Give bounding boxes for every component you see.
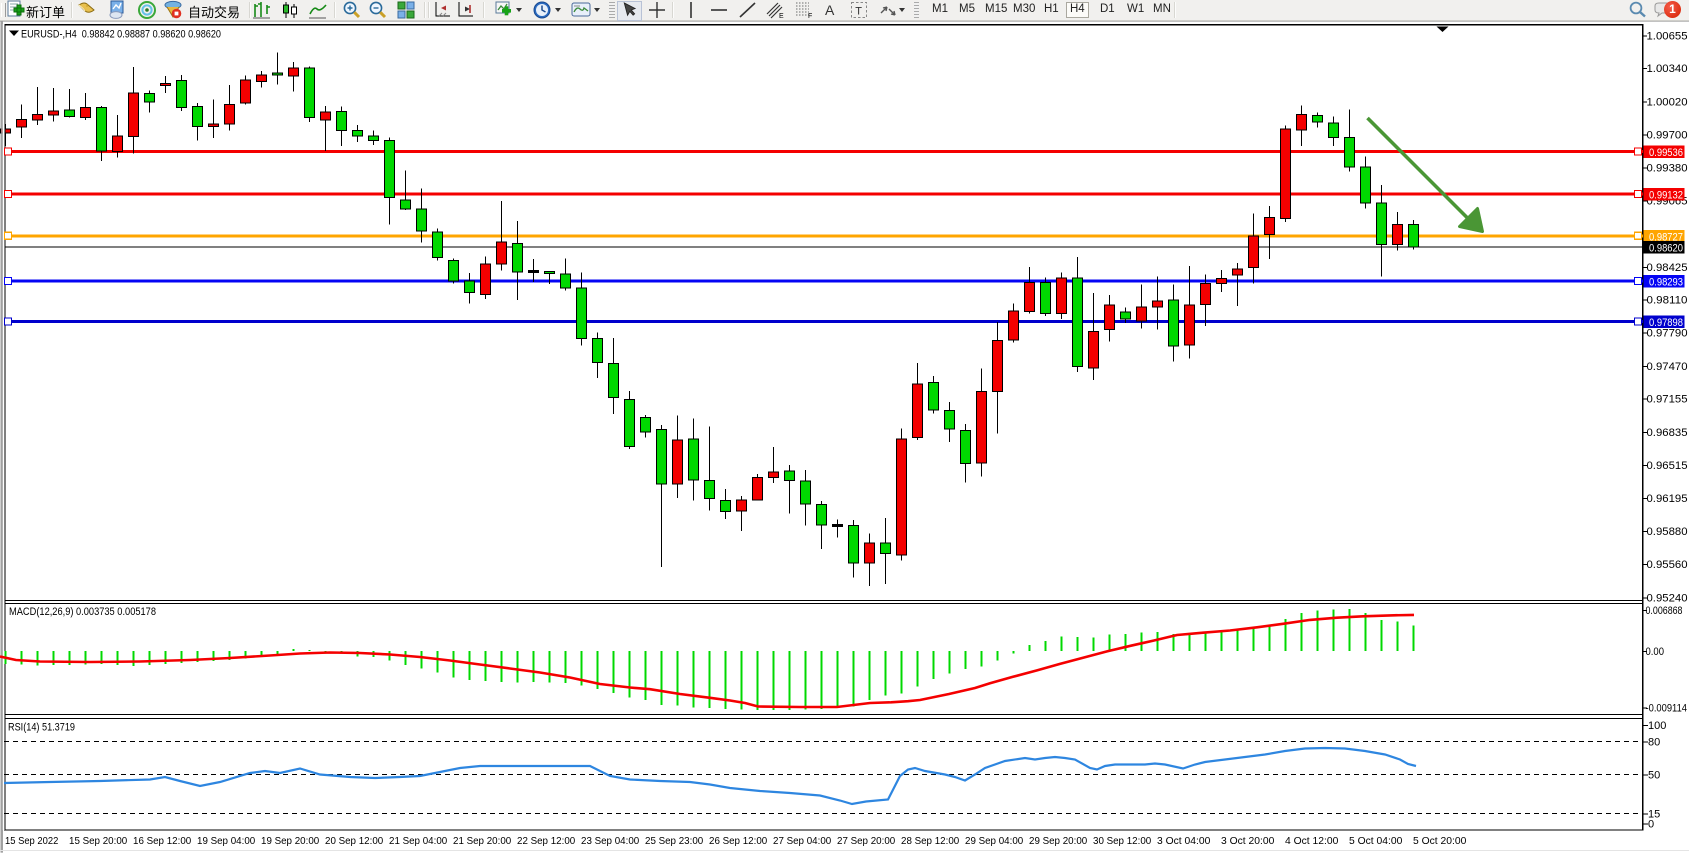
svg-text:16 Sep 12:00: 16 Sep 12:00 (133, 836, 191, 847)
svg-text:15: 15 (1648, 809, 1660, 821)
svg-text:RSI(14) 51.3719: RSI(14) 51.3719 (8, 722, 75, 734)
svg-text:5 Oct 20:00: 5 Oct 20:00 (1413, 836, 1467, 847)
svg-text:100: 100 (1648, 720, 1666, 732)
svg-text:1.00340: 1.00340 (1647, 63, 1688, 75)
svg-text:0.97790: 0.97790 (1647, 328, 1688, 340)
svg-text:MACD(12,26,9) 0.003735 0.00517: MACD(12,26,9) 0.003735 0.005178 (9, 606, 156, 618)
svg-text:80: 80 (1648, 737, 1660, 749)
svg-text:0: 0 (1648, 819, 1654, 831)
svg-text:25 Sep 23:00: 25 Sep 23:00 (645, 836, 703, 847)
svg-text:T: T (855, 6, 862, 18)
svg-text:5 Oct 04:00: 5 Oct 04:00 (1349, 836, 1403, 847)
svg-text:0.97898: 0.97898 (1649, 317, 1683, 329)
svg-text:0.00: 0.00 (1646, 646, 1665, 658)
svg-text:1.00020: 1.00020 (1647, 96, 1688, 108)
svg-text:19 Sep 20:00: 19 Sep 20:00 (261, 836, 319, 847)
svg-text:EURUSD-,H4 0.98842 0.98887 0.: EURUSD-,H4 0.98842 0.98887 0.98620 0.986… (21, 29, 221, 41)
svg-text:0.006868: 0.006868 (1646, 605, 1683, 617)
svg-text:22 Sep 12:00: 22 Sep 12:00 (517, 836, 575, 847)
svg-text:0.99380: 0.99380 (1647, 163, 1688, 175)
svg-text:0.99536: 0.99536 (1649, 147, 1683, 159)
svg-text:0.96515: 0.96515 (1647, 460, 1688, 472)
svg-text:1.00655: 1.00655 (1647, 30, 1688, 42)
svg-text:0.95240: 0.95240 (1647, 592, 1688, 604)
svg-text:26 Sep 12:00: 26 Sep 12:00 (709, 836, 767, 847)
svg-text:-0.009114: -0.009114 (1646, 703, 1688, 715)
svg-text:15 Sep 2022: 15 Sep 2022 (5, 836, 59, 847)
svg-text:0.98620: 0.98620 (1649, 243, 1683, 255)
svg-text:3 Oct 20:00: 3 Oct 20:00 (1221, 836, 1275, 847)
svg-text:E: E (779, 13, 784, 20)
svg-text:0.97470: 0.97470 (1647, 361, 1688, 373)
svg-text:21 Sep 04:00: 21 Sep 04:00 (389, 836, 447, 847)
svg-text:27 Sep 04:00: 27 Sep 04:00 (773, 836, 831, 847)
svg-text:0.97155: 0.97155 (1647, 394, 1688, 406)
svg-text:4 Oct 12:00: 4 Oct 12:00 (1285, 836, 1339, 847)
svg-text:15 Sep 20:00: 15 Sep 20:00 (69, 836, 127, 847)
svg-text:21 Sep 20:00: 21 Sep 20:00 (453, 836, 511, 847)
svg-text:29 Sep 04:00: 29 Sep 04:00 (965, 836, 1023, 847)
svg-text:0.98727: 0.98727 (1649, 231, 1683, 243)
svg-text:29 Sep 20:00: 29 Sep 20:00 (1029, 836, 1087, 847)
svg-text:20 Sep 12:00: 20 Sep 12:00 (325, 836, 383, 847)
svg-text:0.95880: 0.95880 (1647, 526, 1688, 538)
svg-text:19 Sep 04:00: 19 Sep 04:00 (197, 836, 255, 847)
svg-text:0.99132: 0.99132 (1649, 190, 1683, 202)
svg-text:0.96195: 0.96195 (1647, 493, 1688, 505)
svg-text:30 Sep 12:00: 30 Sep 12:00 (1093, 836, 1151, 847)
svg-text:0.99700: 0.99700 (1647, 130, 1688, 142)
svg-text:0.96835: 0.96835 (1647, 427, 1688, 439)
svg-text:0.98110: 0.98110 (1647, 295, 1688, 307)
svg-text:23 Sep 04:00: 23 Sep 04:00 (581, 836, 639, 847)
svg-text:3 Oct 04:00: 3 Oct 04:00 (1157, 836, 1211, 847)
svg-text:0.95560: 0.95560 (1647, 559, 1688, 571)
svg-text:0.98425: 0.98425 (1647, 262, 1688, 274)
svg-text:F: F (808, 13, 812, 20)
svg-text:28 Sep 12:00: 28 Sep 12:00 (901, 836, 959, 847)
svg-text:50: 50 (1648, 770, 1660, 782)
svg-text:27 Sep 20:00: 27 Sep 20:00 (837, 836, 895, 847)
svg-text:0.98293: 0.98293 (1649, 277, 1683, 289)
